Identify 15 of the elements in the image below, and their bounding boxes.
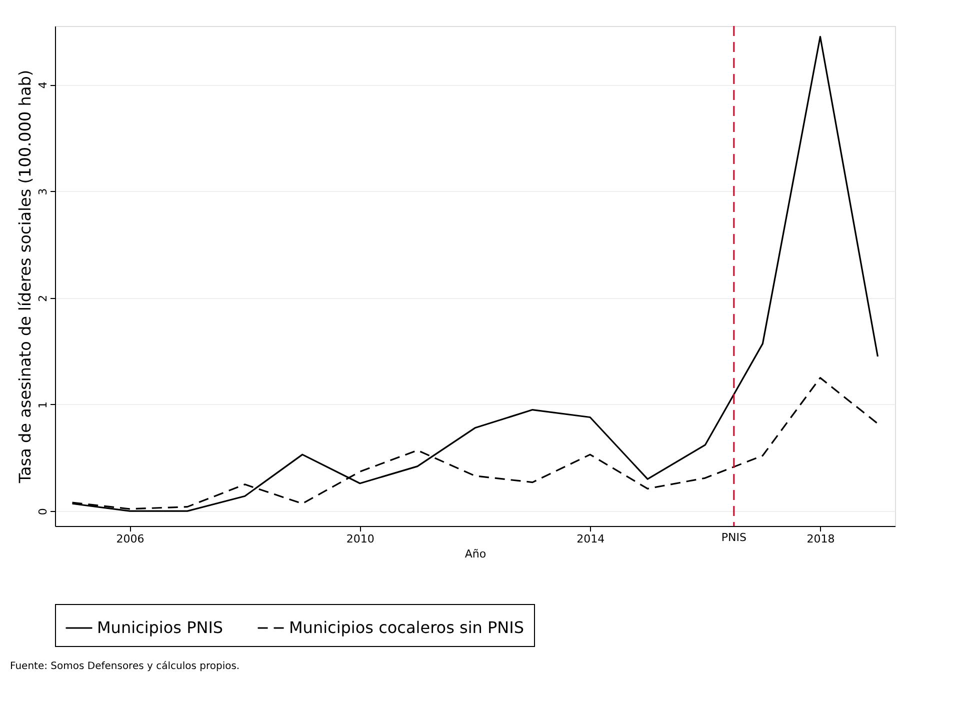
y-tick-label: 3 (36, 188, 50, 196)
x-tick-label: 2010 (346, 532, 374, 546)
x-tick-label: 2006 (116, 532, 144, 546)
x-axis-title: Año (464, 548, 486, 560)
x-tick-label: 2014 (576, 532, 605, 546)
legend-label: Municipios PNIS (97, 618, 224, 637)
y-tick-label: 2 (36, 294, 50, 302)
y-tick-label: 1 (36, 401, 50, 408)
legend-label: Municipios cocaleros sin PNIS (289, 618, 524, 637)
ref-line-label: PNIS (721, 531, 746, 544)
y-tick-label: 0 (36, 508, 50, 516)
y-tick-label: 4 (36, 82, 50, 89)
x-tick-label: 2018 (806, 532, 835, 546)
source-note: Fuente: Somos Defensores y cálculos propios. (10, 661, 240, 672)
y-axis-title: Tasa de asesinato de líderes sociales (100.000 hab) (16, 70, 34, 484)
